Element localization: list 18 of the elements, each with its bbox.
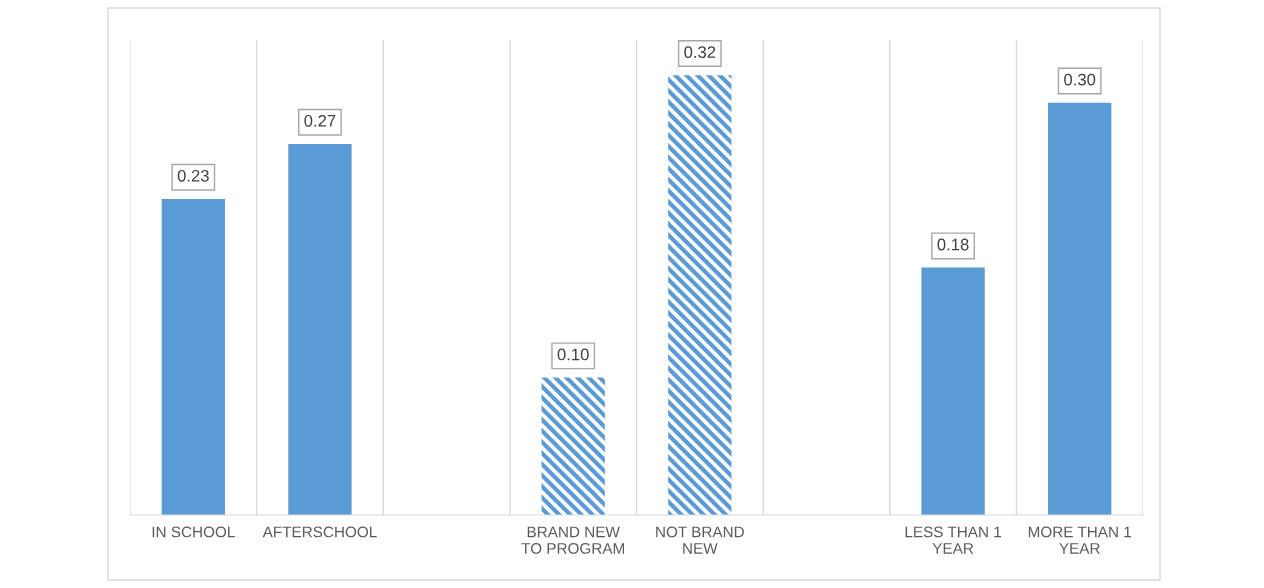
bar (668, 75, 732, 515)
data-label: 0.10 (557, 348, 589, 361)
data-label: 0.30 (1064, 73, 1096, 86)
x-tick-label: LESS THAN 1 YEAR (905, 526, 1001, 554)
data-label: 0.32 (684, 46, 716, 58)
bar (541, 377, 605, 515)
data-label: 0.27 (304, 114, 336, 127)
data-label: 0.23 (177, 169, 209, 182)
x-tick-label: NOT BRAND NEW (656, 526, 744, 554)
bar (921, 267, 985, 515)
bar (1048, 102, 1112, 515)
x-tick-label: AFTERSCHOOL (262, 526, 377, 538)
x-tick-label: IN SCHOOL (152, 526, 235, 538)
bar (288, 143, 352, 515)
bar (161, 198, 225, 515)
x-tick-label: BRAND NEW TO PROGRAM (521, 526, 624, 554)
x-tick-label: MORE THAN 1 YEAR (1028, 526, 1132, 554)
data-label: 0.18 (937, 238, 969, 251)
